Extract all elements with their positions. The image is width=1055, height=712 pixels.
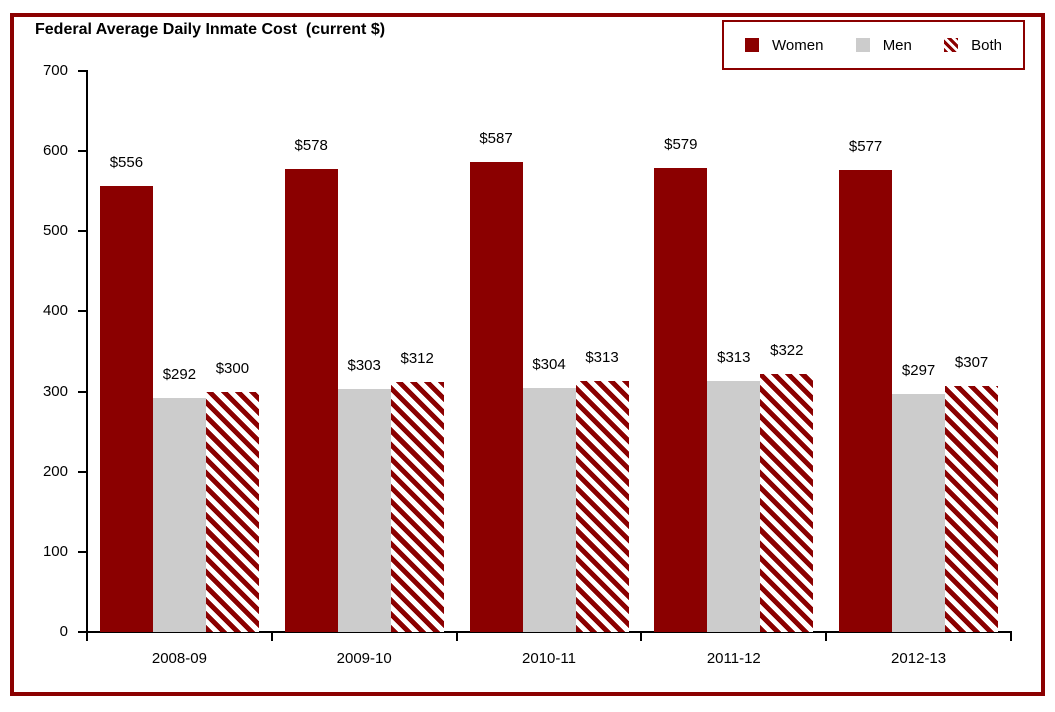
y-axis-line (86, 70, 88, 641)
women-swatch-icon (745, 38, 759, 52)
bar-value-label: $312 (400, 349, 434, 367)
y-axis-tick (78, 470, 87, 473)
y-axis-tick-label: 600 (42, 142, 68, 160)
y-axis-tick-label: 300 (42, 382, 68, 400)
y-axis-tick-label: 700 (42, 62, 68, 79)
bar-value-label: $307 (954, 353, 989, 371)
bar-both-2012-13 (945, 385, 999, 632)
y-axis-tick (78, 70, 87, 72)
x-category-label: 2009-10 (336, 650, 392, 667)
x-axis-tick (1010, 631, 1012, 641)
bar-value-label: $313 (585, 349, 619, 367)
bar-value-label: $297 (901, 361, 936, 379)
both-swatch-icon (944, 38, 959, 52)
bar-value-label: $303 (347, 357, 381, 375)
x-axis-tick (270, 631, 273, 641)
chart-title: Federal Average Daily Inmate Cost (curre… (35, 21, 386, 38)
y-axis-tick-label: 500 (42, 222, 68, 240)
bar-value-label: $300 (215, 359, 250, 377)
bar-women-2008-09 (99, 186, 153, 632)
bar-both-2008-09 (205, 391, 259, 632)
bar-value-label: $304 (532, 356, 566, 374)
x-axis-tick (86, 631, 88, 641)
bar-men-2010-11 (522, 388, 576, 632)
bar-women-2011-12 (654, 167, 708, 632)
x-category-label: 2011-12 (706, 650, 761, 667)
x-category-label: 2008-09 (151, 650, 207, 667)
bar-men-2008-09 (152, 397, 206, 632)
bar-value-label: $313 (717, 349, 751, 367)
bar-value-label: $322 (770, 341, 804, 359)
bar-value-label: $579 (664, 135, 698, 153)
y-axis-tick (78, 310, 87, 313)
bar-both-2010-11 (575, 381, 629, 632)
y-axis-tick (78, 631, 87, 633)
bar-value-label: $292 (162, 365, 197, 383)
bar-both-2009-10 (390, 381, 444, 632)
bar-women-2009-10 (284, 168, 338, 632)
bar-men-2011-12 (707, 381, 761, 632)
x-category-label: 2012-13 (891, 650, 947, 667)
legend-item-women: Women (745, 38, 823, 53)
y-axis-tick-label: 200 (42, 462, 68, 480)
legend-label-men: Men (882, 36, 912, 54)
y-axis-tick (78, 150, 87, 153)
men-swatch-icon (855, 38, 870, 52)
bar-men-2012-13 (892, 393, 946, 632)
y-axis-tick-label: 0 (59, 623, 68, 640)
y-axis-tick (78, 390, 87, 393)
x-axis-tick (640, 631, 643, 641)
legend-label-both: Both (971, 36, 1002, 54)
y-axis-tick-label: 400 (42, 302, 68, 320)
x-axis-tick (825, 631, 828, 641)
bar-women-2012-13 (839, 169, 893, 632)
legend-item-men: Men (855, 36, 912, 54)
x-category-label: 2010-11 (522, 650, 576, 667)
bar-value-label: $577 (848, 137, 883, 155)
y-axis-tick-label: 100 (42, 542, 68, 560)
y-axis-tick (78, 230, 87, 233)
x-axis-tick (455, 631, 458, 641)
legend-item-both: Both (944, 38, 1002, 53)
bar-both-2011-12 (760, 373, 814, 632)
bar-value-label: $587 (479, 129, 513, 147)
x-axis-line (86, 631, 1011, 633)
bar-value-label: $556 (109, 154, 144, 172)
bar-men-2009-10 (337, 389, 391, 632)
legend-label-women: Women (772, 36, 824, 54)
bar-value-label: $578 (294, 136, 328, 154)
bar-women-2010-11 (469, 161, 523, 632)
legend: Women Men Both (722, 20, 1025, 70)
y-axis-tick (78, 550, 87, 553)
